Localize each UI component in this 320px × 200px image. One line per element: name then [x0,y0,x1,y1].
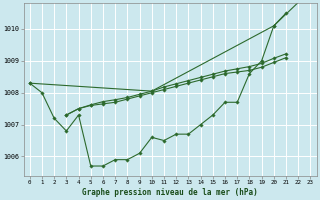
X-axis label: Graphe pression niveau de la mer (hPa): Graphe pression niveau de la mer (hPa) [82,188,258,197]
